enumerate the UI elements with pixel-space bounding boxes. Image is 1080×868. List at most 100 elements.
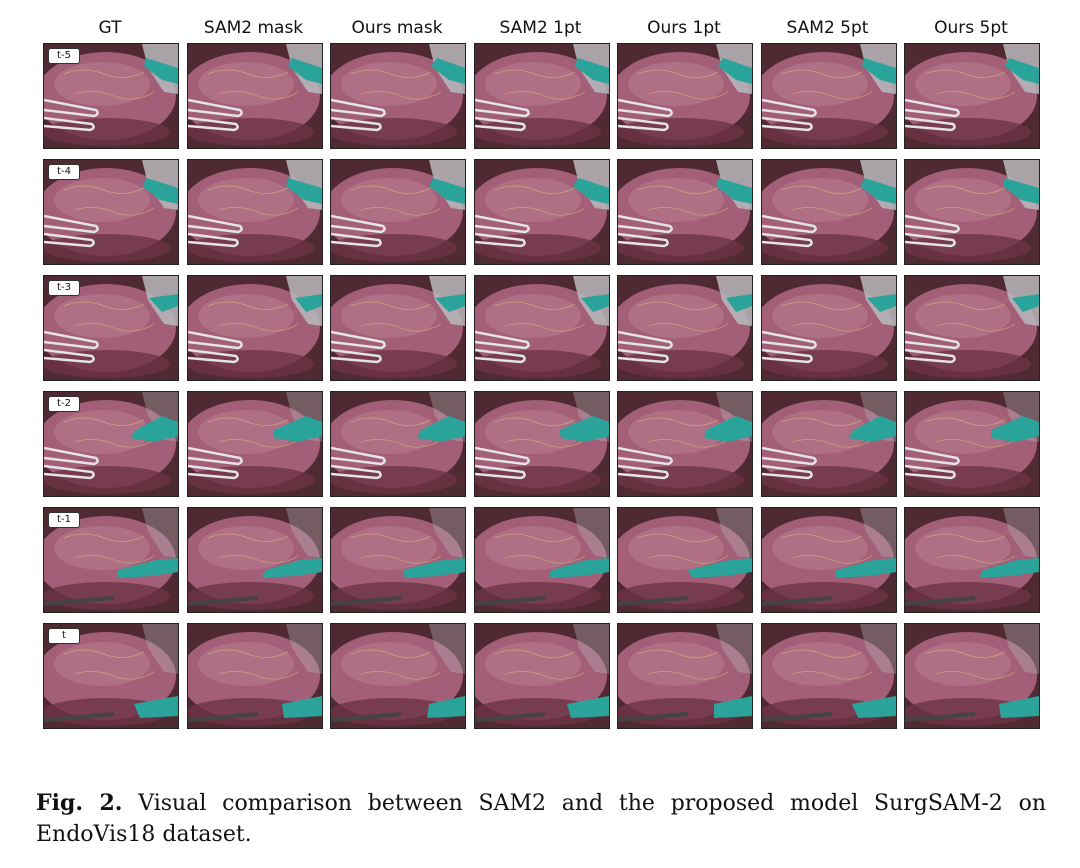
segmentation-mask <box>726 294 752 312</box>
segmentation-mask <box>287 58 322 84</box>
segmentation-frame <box>186 159 323 265</box>
segmentation-mask <box>558 416 609 442</box>
column-header: Ours mask <box>351 18 443 38</box>
segmentation-frame: t-2 <box>43 391 179 497</box>
segmentation-frame <box>186 275 323 381</box>
segmentation-mask <box>704 416 752 442</box>
segmentation-frame <box>186 43 323 149</box>
segmentation-mask <box>1003 178 1039 204</box>
caption-text: Visual comparison between SAM2 and the p… <box>36 791 1046 847</box>
segmentation-frame <box>617 275 753 381</box>
endoscopic-image <box>187 508 322 612</box>
endoscopic-image <box>618 624 752 728</box>
frame-label: t-5 <box>48 48 80 64</box>
endoscopic-image <box>474 392 609 496</box>
segmentation-mask <box>281 696 322 718</box>
endoscopic-image <box>905 44 1039 148</box>
endoscopic-image <box>474 44 609 148</box>
segmentation-mask <box>991 416 1039 442</box>
endoscopic-image <box>331 160 465 264</box>
segmentation-frame <box>760 507 897 613</box>
frame-label: t-3 <box>48 280 80 296</box>
endoscopic-image <box>761 624 896 728</box>
endoscopic-image <box>187 624 322 728</box>
endoscopic-image <box>474 508 609 612</box>
segmentation-mask <box>1005 58 1039 84</box>
endoscopic-image <box>905 276 1039 380</box>
endoscopic-image <box>761 508 896 612</box>
endoscopic-image <box>331 44 465 148</box>
endoscopic-image <box>44 44 178 148</box>
segmentation-frame: t <box>43 623 179 729</box>
column-header: GT <box>98 18 122 38</box>
segmentation-mask <box>261 558 322 578</box>
endoscopic-image <box>761 44 896 148</box>
endoscopic-image <box>187 160 322 264</box>
segmentation-mask <box>1012 294 1039 312</box>
segmentation-mask <box>142 178 178 204</box>
segmentation-frame <box>330 159 466 265</box>
endoscopic-image <box>187 392 322 496</box>
segmentation-mask <box>847 416 896 442</box>
endoscopic-image <box>761 160 896 264</box>
segmentation-mask <box>580 294 609 312</box>
segmentation-mask <box>714 696 752 718</box>
endoscopic-image <box>187 276 322 380</box>
endoscopic-image <box>905 392 1039 496</box>
segmentation-mask <box>979 558 1039 578</box>
segmentation-frame <box>473 159 610 265</box>
segmentation-mask <box>134 696 178 718</box>
segmentation-mask <box>999 696 1039 718</box>
segmentation-frame <box>904 159 1040 265</box>
segmentation-mask <box>429 178 465 204</box>
column-header: SAM2 5pt <box>786 18 869 38</box>
segmentation-mask <box>427 696 465 718</box>
endoscopic-image <box>474 160 609 264</box>
endoscopic-image <box>44 276 178 380</box>
segmentation-mask <box>572 178 609 204</box>
segmentation-frame <box>473 623 610 729</box>
segmentation-frame <box>617 623 753 729</box>
endoscopic-image <box>618 44 752 148</box>
endoscopic-image <box>331 508 465 612</box>
segmentation-frame <box>617 159 753 265</box>
endoscopic-image <box>618 276 752 380</box>
column-header: SAM2 mask <box>203 18 304 38</box>
column-header: SAM2 1pt <box>499 18 582 38</box>
segmentation-frame <box>473 391 610 497</box>
endoscopic-image <box>618 392 752 496</box>
segmentation-mask <box>285 178 322 204</box>
segmentation-frame <box>330 623 466 729</box>
segmentation-frame <box>760 275 897 381</box>
segmentation-mask <box>548 558 609 578</box>
frame-label: t <box>48 628 80 644</box>
segmentation-frame <box>186 623 323 729</box>
segmentation-frame <box>330 275 466 381</box>
segmentation-mask <box>130 416 178 442</box>
endoscopic-image <box>44 160 178 264</box>
segmentation-frame <box>186 507 323 613</box>
endoscopic-image <box>331 392 465 496</box>
segmentation-mask <box>149 294 178 312</box>
segmentation-mask <box>859 178 896 204</box>
segmentation-frame <box>617 507 753 613</box>
frame-label: t-1 <box>48 512 80 528</box>
segmentation-mask <box>688 558 752 578</box>
endoscopic-image <box>905 624 1039 728</box>
endoscopic-image <box>474 276 609 380</box>
column-header: Ours 1pt <box>647 18 721 38</box>
segmentation-mask <box>851 696 896 718</box>
endoscopic-image <box>905 160 1039 264</box>
endoscopic-image <box>187 44 322 148</box>
segmentation-frame <box>330 391 466 497</box>
segmentation-mask <box>435 294 465 312</box>
endoscopic-image <box>331 624 465 728</box>
segmentation-frame <box>473 43 610 149</box>
segmentation-frame <box>904 507 1040 613</box>
segmentation-frame <box>904 43 1040 149</box>
endoscopic-image <box>44 392 178 496</box>
segmentation-frame <box>330 43 466 149</box>
endoscopic-image <box>761 392 896 496</box>
segmentation-mask <box>294 294 322 312</box>
